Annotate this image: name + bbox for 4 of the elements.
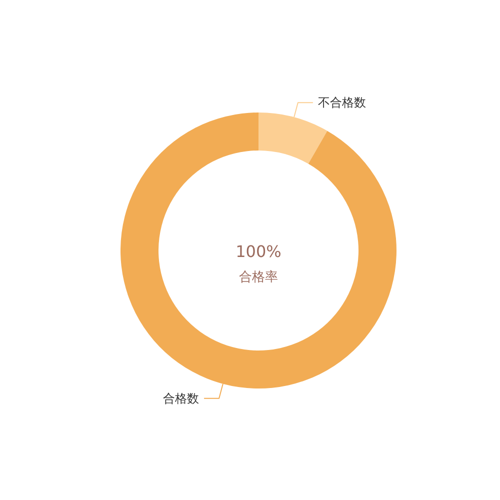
slice-label: 不合格数: [318, 96, 366, 110]
slice-label: 合格数: [163, 391, 200, 406]
text: 100%: [236, 242, 282, 261]
text: 合格率: [239, 269, 278, 285]
